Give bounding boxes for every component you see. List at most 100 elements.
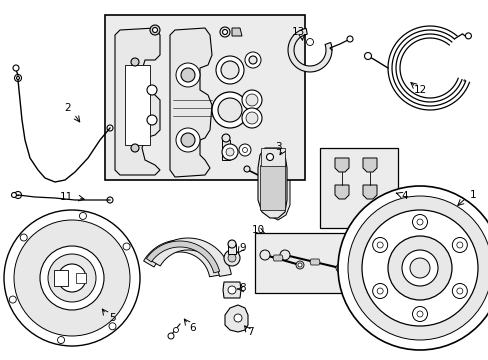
Circle shape	[168, 333, 174, 339]
Polygon shape	[170, 28, 212, 177]
Circle shape	[12, 193, 17, 198]
Circle shape	[347, 196, 488, 340]
Text: 7: 7	[246, 327, 253, 337]
Circle shape	[227, 240, 236, 248]
Circle shape	[266, 153, 273, 161]
Bar	[254, 233, 354, 293]
Circle shape	[79, 212, 86, 220]
Circle shape	[150, 25, 160, 35]
Circle shape	[451, 284, 467, 298]
Circle shape	[220, 27, 229, 37]
Circle shape	[176, 63, 200, 87]
Polygon shape	[362, 185, 376, 199]
Circle shape	[109, 323, 116, 330]
Circle shape	[15, 192, 21, 198]
Circle shape	[225, 148, 234, 156]
Circle shape	[234, 314, 242, 322]
Circle shape	[173, 328, 178, 333]
Circle shape	[224, 250, 240, 266]
Circle shape	[221, 61, 239, 79]
Text: 12: 12	[412, 85, 426, 95]
Circle shape	[222, 144, 238, 160]
Bar	[319, 148, 397, 228]
Circle shape	[409, 258, 429, 278]
Circle shape	[20, 234, 27, 241]
Circle shape	[14, 220, 130, 336]
Polygon shape	[223, 282, 241, 298]
Circle shape	[242, 90, 262, 110]
Circle shape	[456, 288, 462, 294]
Circle shape	[218, 98, 242, 122]
Circle shape	[17, 77, 20, 80]
Bar	[222, 140, 229, 160]
Text: 2: 2	[64, 103, 71, 113]
Polygon shape	[143, 240, 221, 277]
Circle shape	[242, 148, 247, 153]
Circle shape	[456, 242, 462, 248]
Circle shape	[239, 144, 250, 156]
Circle shape	[222, 30, 227, 35]
Circle shape	[131, 144, 139, 152]
Polygon shape	[334, 185, 348, 199]
Polygon shape	[287, 28, 331, 72]
Polygon shape	[224, 305, 247, 332]
Polygon shape	[265, 152, 289, 220]
Ellipse shape	[69, 317, 75, 327]
Circle shape	[227, 286, 236, 294]
Circle shape	[48, 254, 96, 302]
Polygon shape	[115, 28, 160, 175]
Circle shape	[306, 39, 313, 45]
Circle shape	[147, 115, 157, 125]
Polygon shape	[334, 158, 348, 172]
Circle shape	[260, 250, 269, 260]
Circle shape	[401, 250, 437, 286]
Circle shape	[58, 337, 64, 343]
Ellipse shape	[106, 296, 114, 305]
Circle shape	[372, 238, 387, 252]
Circle shape	[245, 94, 258, 106]
Circle shape	[412, 215, 427, 230]
Circle shape	[152, 27, 157, 32]
Circle shape	[131, 58, 139, 66]
Circle shape	[107, 125, 113, 131]
Circle shape	[181, 133, 195, 147]
Circle shape	[40, 246, 104, 310]
Circle shape	[227, 254, 236, 262]
Polygon shape	[309, 259, 319, 265]
Text: 11: 11	[59, 192, 73, 202]
Circle shape	[222, 134, 229, 142]
Circle shape	[216, 56, 244, 84]
Circle shape	[123, 243, 130, 250]
Circle shape	[412, 306, 427, 321]
Circle shape	[244, 52, 261, 68]
Text: 9: 9	[239, 243, 246, 253]
Circle shape	[58, 264, 86, 292]
Circle shape	[376, 242, 383, 248]
Bar	[227, 244, 236, 254]
Text: 6: 6	[189, 323, 196, 333]
Polygon shape	[258, 148, 286, 218]
Polygon shape	[362, 158, 376, 172]
Circle shape	[13, 65, 19, 71]
Circle shape	[248, 56, 257, 64]
Circle shape	[176, 128, 200, 152]
Circle shape	[361, 210, 477, 326]
Text: 1: 1	[469, 190, 475, 200]
Circle shape	[387, 236, 451, 300]
Circle shape	[295, 261, 304, 269]
Bar	[54, 270, 68, 286]
Circle shape	[242, 108, 262, 128]
Ellipse shape	[30, 296, 38, 305]
Text: 4: 4	[401, 191, 407, 201]
Bar	[261, 148, 285, 166]
Ellipse shape	[69, 229, 75, 239]
Circle shape	[346, 36, 352, 42]
Circle shape	[416, 219, 422, 225]
Circle shape	[337, 186, 488, 350]
Text: 5: 5	[108, 313, 115, 323]
Circle shape	[9, 296, 16, 303]
Circle shape	[212, 92, 247, 128]
Bar	[105, 15, 305, 180]
Polygon shape	[231, 28, 242, 36]
Polygon shape	[146, 241, 219, 273]
